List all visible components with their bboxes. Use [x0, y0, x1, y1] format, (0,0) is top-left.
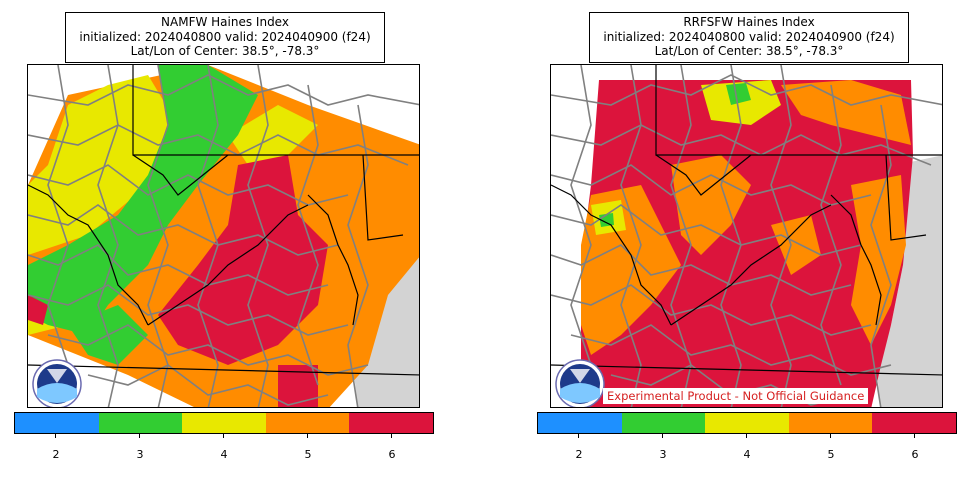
disclaimer-label: Experimental Product - Not Official Guid…: [603, 388, 869, 404]
chart-title-box: RRFSFW Haines Index initialized: 2024040…: [589, 12, 909, 63]
colorbar-segment-6: [872, 413, 956, 433]
chart-title: RRFSFW Haines Index: [683, 15, 815, 29]
colorbar-tick: 4: [737, 434, 757, 461]
colorbar-segment-4: [705, 413, 789, 433]
colorbar-ticks: 2 3 4 5 6: [14, 434, 434, 464]
noaa-logo: [32, 359, 82, 407]
colorbar-segment-4: [182, 413, 266, 433]
colorbar-segment-5: [265, 413, 350, 433]
colorbar-segment-6: [349, 413, 433, 433]
noaa-logo: [555, 359, 605, 407]
map-namfw: [27, 64, 420, 408]
colorbar-tick: 3: [653, 434, 673, 461]
colorbar-segment-5: [788, 413, 873, 433]
colorbar-tick: 4: [214, 434, 234, 461]
panel-namfw: NAMFW Haines Index initialized: 20240408…: [0, 0, 480, 477]
chart-title: NAMFW Haines Index: [161, 15, 289, 29]
colorbar-ticks: 2 3 4 5 6: [537, 434, 957, 464]
colorbar-segment-2: [15, 413, 99, 433]
chart-subtitle: initialized: 2024040800 valid: 202404090…: [79, 29, 371, 44]
colorbar-tick: 3: [130, 434, 150, 461]
colorbar-segment-3: [621, 413, 706, 433]
colorbar-segment-3: [98, 413, 183, 433]
colorbar: [14, 412, 434, 434]
colorbar-tick: 6: [905, 434, 925, 461]
colorbar-segment-2: [538, 413, 622, 433]
colorbar-tick: 2: [46, 434, 66, 461]
chart-subtitle: initialized: 2024040800 valid: 202404090…: [603, 29, 895, 44]
colorbar-tick: 2: [569, 434, 589, 461]
map-rrfsfw: Experimental Product - Not Official Guid…: [550, 64, 943, 408]
colorbar-tick: 5: [821, 434, 841, 461]
colorbar: [537, 412, 957, 434]
chart-center-label: Lat/Lon of Center: 38.5°, -78.3°: [130, 44, 320, 58]
chart-center-label: Lat/Lon of Center: 38.5°, -78.3°: [654, 44, 844, 58]
chart-title-box: NAMFW Haines Index initialized: 20240408…: [65, 12, 385, 63]
colorbar-tick: 6: [382, 434, 402, 461]
colorbar-tick: 5: [298, 434, 318, 461]
